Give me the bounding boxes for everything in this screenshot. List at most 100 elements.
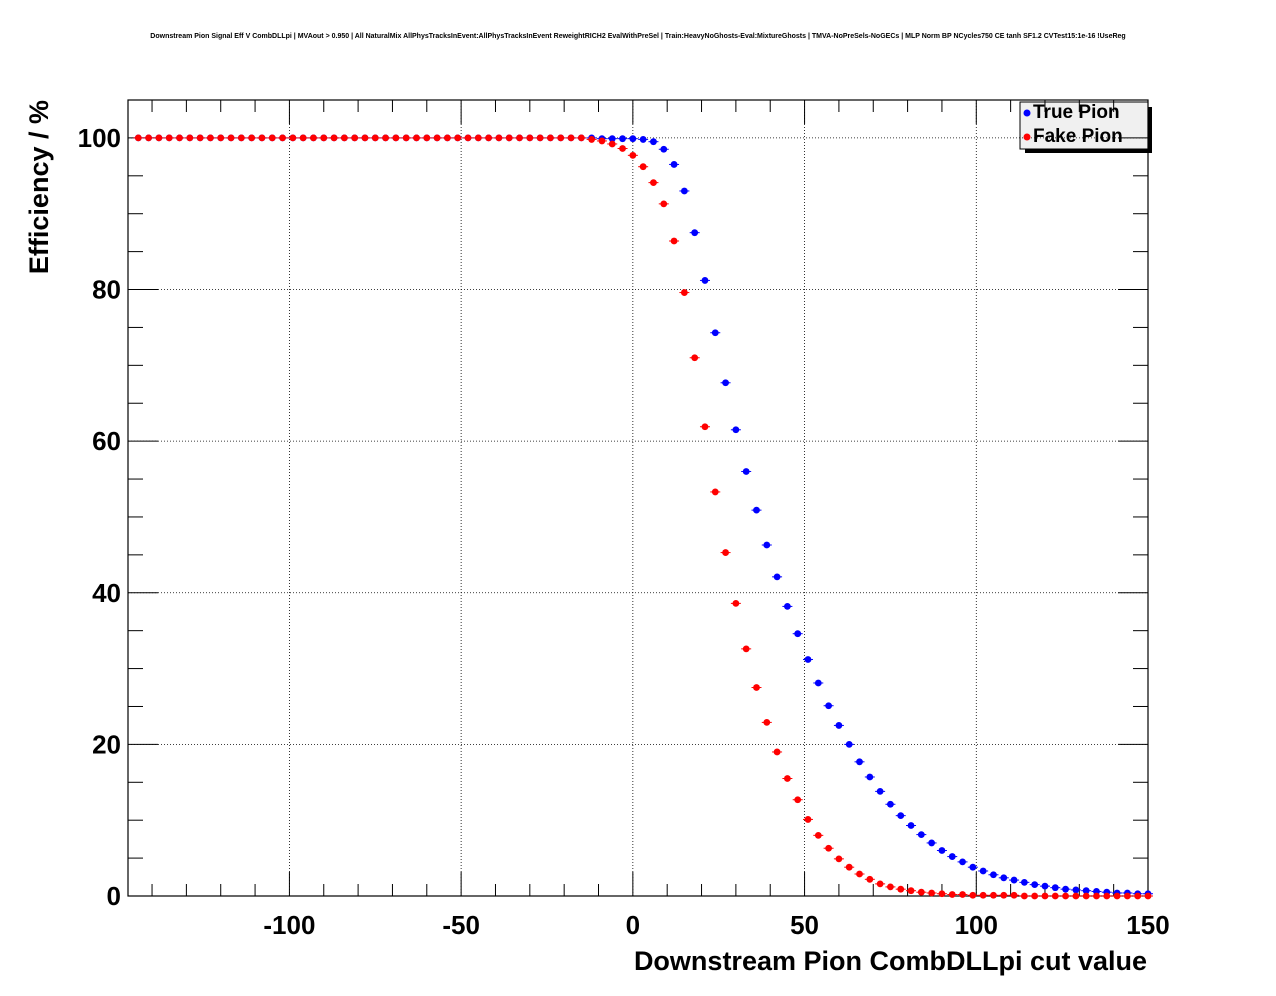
data-point (619, 145, 626, 152)
data-point (1031, 892, 1039, 900)
data-point (1020, 878, 1028, 886)
data-point (258, 134, 266, 142)
legend-marker-fake-pion (1023, 133, 1031, 141)
data-point (392, 134, 400, 142)
data-point (907, 822, 915, 829)
x-tick-label: 50 (790, 910, 819, 940)
data-point (794, 796, 802, 804)
y-tick-label: 100 (78, 123, 121, 153)
data-point (979, 867, 987, 875)
data-point (526, 134, 534, 142)
data-point (402, 134, 410, 142)
data-point (577, 134, 585, 142)
data-point (680, 289, 688, 296)
data-point (990, 891, 997, 899)
data-point (639, 163, 647, 171)
data-point (186, 134, 194, 142)
data-point (217, 134, 225, 142)
data-point (176, 134, 183, 142)
data-point (835, 855, 843, 863)
data-point (907, 887, 915, 895)
data-point (979, 891, 987, 899)
data-point (948, 891, 956, 898)
data-point (557, 134, 565, 142)
data-point (639, 136, 647, 143)
data-point (248, 134, 256, 142)
data-point (413, 134, 420, 142)
data-point (917, 888, 925, 896)
data-point (783, 603, 791, 610)
data-point (371, 134, 379, 142)
data-point (1072, 892, 1080, 900)
data-point (1000, 891, 1008, 899)
data-point (701, 423, 709, 431)
data-point (361, 134, 369, 142)
y-axis-title: Efficiency / % (24, 100, 54, 274)
data-point (680, 187, 688, 195)
data-point (464, 134, 472, 142)
data-point (536, 134, 544, 142)
data-point (990, 871, 997, 879)
data-point (825, 702, 833, 710)
data-point (443, 134, 451, 142)
data-point (722, 379, 729, 387)
data-point (268, 134, 276, 142)
data-point (330, 134, 338, 142)
data-point (845, 863, 853, 871)
data-point (310, 134, 317, 142)
data-point (1123, 892, 1131, 900)
x-tick-label: -50 (442, 910, 480, 940)
x-tick-label: 0 (626, 910, 640, 940)
data-point (711, 329, 719, 337)
y-tick-label: 40 (92, 578, 121, 608)
data-point (1144, 892, 1152, 900)
data-point (969, 863, 977, 871)
data-point (1020, 892, 1028, 900)
data-point (134, 134, 142, 142)
axis-ticks (128, 99, 1149, 897)
data-point (650, 138, 657, 146)
data-point (917, 831, 925, 838)
data-point (1082, 892, 1090, 900)
data-point (928, 889, 936, 897)
legend-label-true-pion: True Pion (1033, 102, 1120, 123)
data-point (742, 468, 750, 475)
data-point (1082, 887, 1090, 895)
data-point (691, 354, 699, 362)
data-point (155, 134, 163, 142)
data-point (299, 134, 307, 142)
data-point (856, 758, 863, 766)
data-point (495, 134, 503, 142)
data-point (608, 135, 616, 143)
data-point (629, 151, 637, 159)
data-point (959, 891, 966, 898)
data-point (814, 679, 822, 687)
data-point (289, 134, 297, 142)
data-point (856, 870, 863, 878)
data-point (279, 134, 286, 142)
data-point (866, 773, 874, 781)
data-point (505, 134, 513, 142)
data-point (1051, 884, 1059, 892)
data-point (670, 161, 678, 168)
data-point (660, 145, 668, 153)
data-point (454, 134, 462, 142)
series-true-pion (133, 134, 1153, 898)
data-point (876, 880, 884, 888)
data-point (1041, 882, 1049, 890)
data-point (423, 134, 431, 142)
data-point (866, 875, 874, 883)
data-point (485, 134, 493, 142)
legend-box (1019, 101, 1149, 150)
data-point (629, 135, 637, 143)
data-point (660, 200, 668, 208)
y-tick-label: 60 (92, 426, 121, 456)
data-point (1051, 892, 1059, 900)
y-tick-label: 20 (92, 729, 121, 759)
data-point (340, 134, 348, 142)
data-point (814, 831, 822, 839)
data-series (133, 134, 1153, 900)
data-point (619, 135, 626, 143)
data-point (1072, 886, 1080, 894)
x-tick-label: 100 (955, 910, 998, 940)
